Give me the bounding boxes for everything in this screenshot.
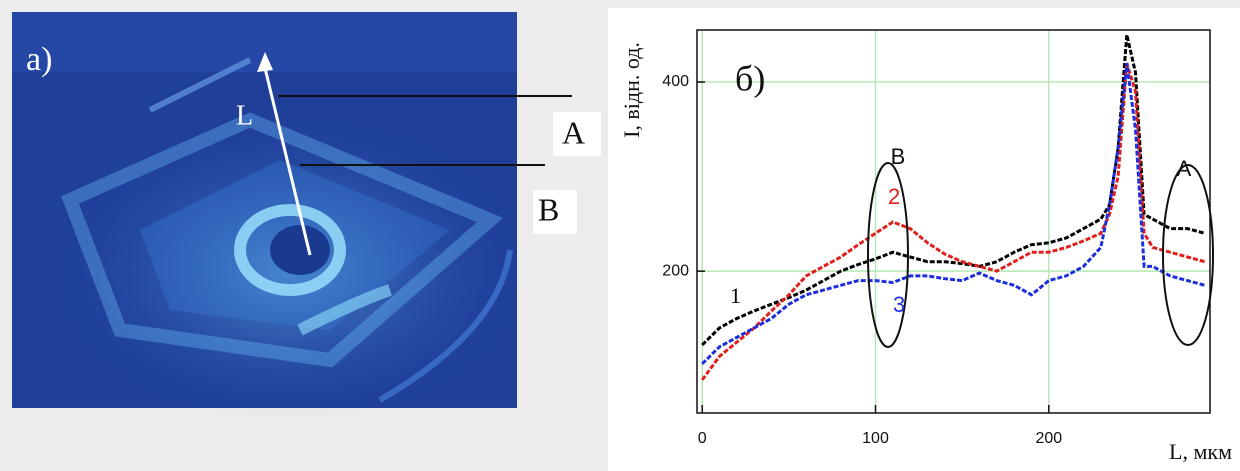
y-axis-title: I, відн. од. [619, 42, 644, 138]
marker-label: B [538, 191, 559, 227]
panel-label: б) [735, 58, 765, 98]
crystal-edge [61, 112, 504, 368]
annotation: A [1177, 156, 1192, 181]
curve-label: 1 [730, 283, 741, 308]
x-tick-label: 200 [1035, 430, 1062, 447]
arrow-label: L [236, 100, 253, 131]
photo-panel: а) L A B [12, 12, 601, 420]
marker-label: A [562, 114, 585, 150]
arrow-head [257, 52, 273, 72]
x-axis-title: L, мкм [1169, 439, 1232, 464]
reflex [378, 249, 513, 403]
region-outline [867, 162, 909, 348]
plot-frame [696, 29, 1211, 414]
marker-box [533, 190, 577, 234]
crater [270, 225, 330, 275]
x-tick-label: 100 [862, 430, 889, 447]
series-line [700, 62, 1206, 381]
reflex [297, 284, 392, 336]
series-line [701, 34, 1206, 346]
chart: 0 100 200 200 400 б) B A 1 2 3 L, мкм I, відн. од. [619, 29, 1232, 464]
annotation: B [891, 144, 906, 169]
reflex [148, 57, 252, 113]
y-tick-label: 200 [662, 262, 689, 279]
x-tick-label: 0 [698, 430, 707, 447]
marker-box [553, 112, 601, 156]
y-tick-label: 400 [662, 73, 689, 90]
curve-label: 3 [893, 292, 905, 317]
series-line [701, 62, 1206, 365]
panel-label: а) [26, 41, 52, 78]
region-outline [1162, 164, 1214, 346]
curve-label: 2 [888, 184, 900, 209]
crater-ring [234, 204, 346, 296]
arrow-shaft [263, 67, 312, 256]
